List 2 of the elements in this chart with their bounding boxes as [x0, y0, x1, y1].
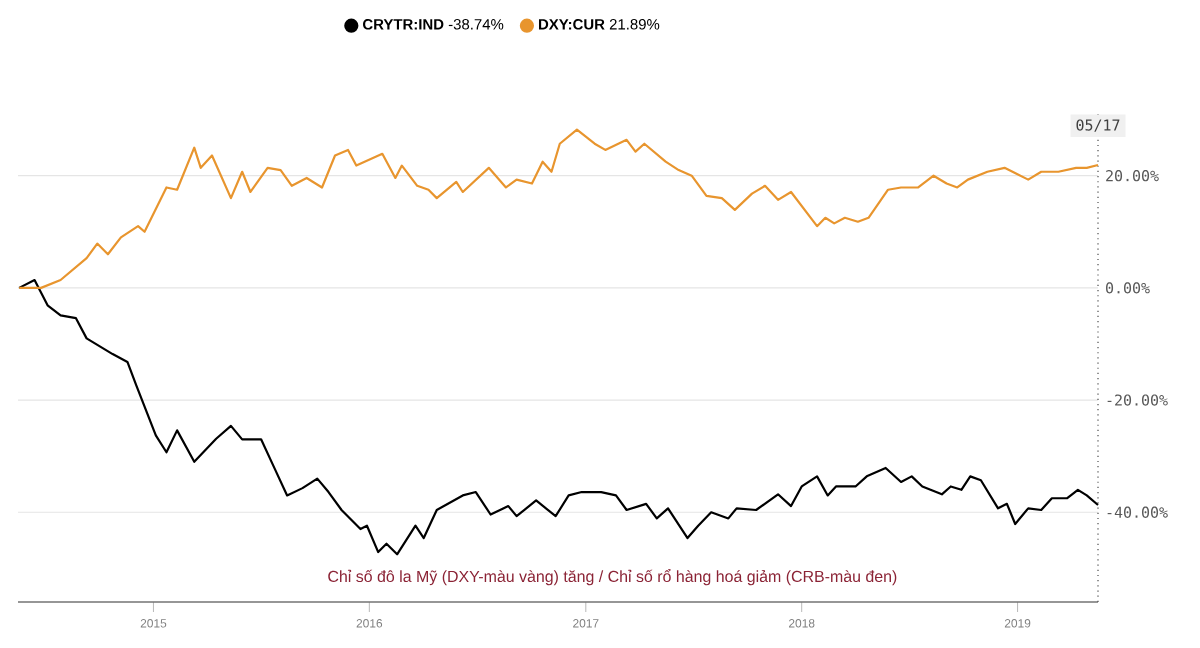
line-series: [18, 278, 1100, 556]
line-series: [18, 128, 1100, 289]
